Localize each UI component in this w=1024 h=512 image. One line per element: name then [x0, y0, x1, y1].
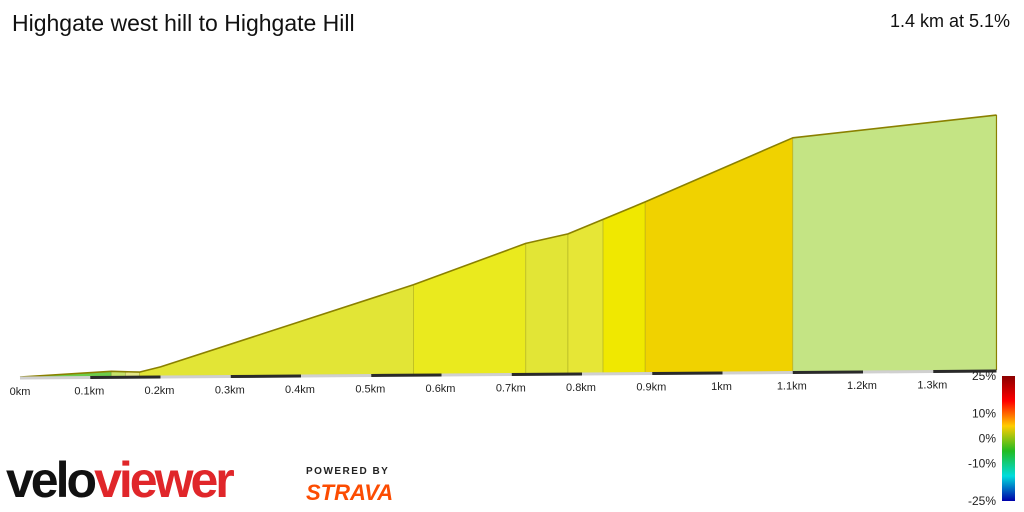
- x-tick-label: 0.2km: [145, 385, 175, 397]
- axis-bar-12: [862, 370, 934, 374]
- axis-bar-11: [792, 370, 864, 374]
- x-tick-label: 0.3km: [215, 385, 245, 397]
- x-tick-label: 1.2km: [847, 380, 877, 392]
- x-tick-label: 0.6km: [426, 383, 456, 395]
- x-tick-label: 1.3km: [917, 380, 947, 392]
- axis-bar-0: [19, 376, 91, 380]
- x-tick-label: 0.1km: [74, 386, 104, 398]
- logo-velo-text: velo: [6, 452, 97, 508]
- x-tick-label: 1km: [711, 381, 732, 393]
- profile-segment-6: [567, 218, 604, 374]
- legend-label: -10%: [968, 457, 996, 471]
- legend-label: -25%: [968, 494, 996, 508]
- strava-logo[interactable]: STRAVA: [306, 480, 394, 505]
- profile-segment-9: [792, 114, 997, 372]
- veloviewer-logo[interactable]: veloviewer: [6, 452, 235, 508]
- gradient-legend: 25% 10% 0% -10% -25%: [968, 369, 1015, 508]
- x-tick-label: 0.7km: [496, 383, 526, 395]
- axis-bar-8: [581, 372, 653, 376]
- legend-label: 10%: [972, 407, 996, 421]
- distance-axis: 0km 0.1km 0.2km 0.3km 0.4km 0.5km 0.6km 0.7km 0.…: [10, 369, 997, 398]
- axis-bar-7: [511, 372, 583, 376]
- profile-segment-5: [525, 233, 569, 374]
- logo-viewer-text: viewer: [94, 452, 235, 508]
- axis-bar-2: [160, 375, 231, 379]
- powered-by-label: POWERED BY: [306, 466, 390, 477]
- legend-label: 25%: [972, 369, 996, 383]
- profile-segments: [19, 114, 997, 378]
- branding: veloviewer POWERED BY STRAVA: [6, 452, 426, 508]
- axis-bar-4: [300, 374, 372, 378]
- x-tick-label: 0.5km: [355, 384, 385, 396]
- x-tick-label: 0.9km: [636, 382, 666, 394]
- profile-segment-7: [602, 201, 646, 374]
- axis-bar-5: [371, 373, 442, 377]
- profile-top-line: [19, 114, 997, 378]
- profile-outline: [19, 114, 998, 378]
- axis-bar-6: [441, 373, 512, 377]
- profile-segment-8: [644, 137, 794, 374]
- x-tick-label: 0.4km: [285, 384, 315, 396]
- chart-title: Highgate west hill to Highgate Hill: [12, 10, 355, 36]
- x-tick-label: 0.8km: [566, 382, 596, 394]
- axis-bar-9: [652, 371, 723, 375]
- profile-segment-4: [412, 242, 527, 375]
- axis-bar-10: [722, 371, 793, 375]
- axis-bar-3: [230, 374, 302, 378]
- x-tick-label: 0km: [10, 386, 31, 398]
- legend-color-bar: [1002, 376, 1015, 501]
- axis-bar-1: [90, 375, 161, 379]
- legend-label: 0%: [979, 432, 997, 446]
- segment-summary: 1.4 km at 5.1%: [889, 11, 1010, 31]
- x-tick-label: 1.1km: [777, 381, 807, 393]
